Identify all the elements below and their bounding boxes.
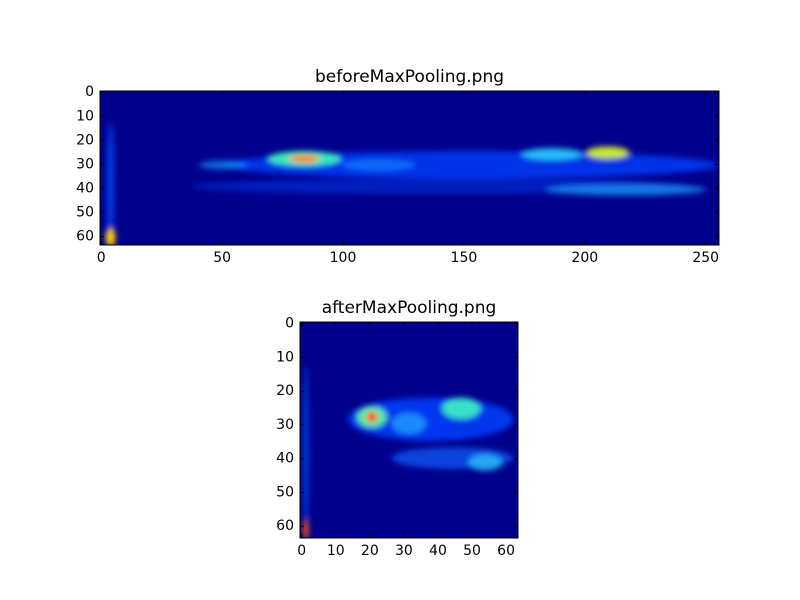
texture-blob [199, 160, 249, 170]
x-tick-label: 0 [297, 543, 306, 559]
x-tick-label: 100 [330, 250, 357, 266]
y-tick-label: 30 [276, 417, 294, 433]
axes-frame [99, 90, 720, 246]
y-tick-label: 40 [276, 451, 294, 467]
chart-title: beforeMaxPooling.png [315, 67, 504, 87]
texture-blob [106, 121, 115, 245]
x-tick-label: 50 [213, 250, 231, 266]
texture-blob [288, 154, 320, 163]
chart-title: afterMaxPooling.png [322, 298, 497, 318]
y-tick-label: 10 [76, 108, 94, 124]
y-tick-label: 60 [76, 229, 94, 245]
x-tick-label: 10 [327, 543, 345, 559]
texture-blob [366, 411, 378, 423]
x-tick-label: 50 [463, 543, 481, 559]
x-tick-label: 40 [429, 543, 447, 559]
texture-blob [303, 365, 309, 538]
x-tick-label: 250 [692, 250, 719, 266]
texture-blob [223, 151, 719, 179]
y-tick-label: 50 [276, 484, 294, 500]
y-tick-label: 20 [276, 383, 294, 399]
x-tick-label: 30 [395, 543, 413, 559]
x-tick-label: 20 [361, 543, 379, 559]
texture-blob [467, 453, 503, 472]
axes-frame [299, 321, 519, 539]
texture-blob [545, 183, 707, 196]
x-tick-label: 60 [497, 543, 515, 559]
y-tick-label: 60 [276, 518, 294, 534]
image [100, 91, 719, 245]
image-texture [303, 365, 514, 538]
y-tick-label: 30 [76, 156, 94, 172]
texture-blob [341, 158, 416, 172]
texture-blob [105, 228, 116, 245]
texture-blob [585, 146, 630, 159]
x-tick-label: 150 [451, 250, 478, 266]
y-tick-label: 20 [76, 132, 94, 148]
y-tick-label: 10 [276, 349, 294, 365]
texture-blob [520, 147, 583, 161]
texture-blob [391, 412, 427, 435]
x-tick-label: 200 [571, 250, 598, 266]
y-tick-label: 40 [76, 180, 94, 196]
y-tick-label: 50 [76, 205, 94, 221]
texture-blob [303, 518, 309, 538]
y-tick-label: 0 [285, 316, 294, 332]
image-texture [105, 121, 719, 245]
y-tick-label: 0 [85, 84, 94, 100]
texture-blob [441, 397, 481, 420]
image [300, 322, 518, 538]
x-tick-label: 0 [97, 250, 106, 266]
